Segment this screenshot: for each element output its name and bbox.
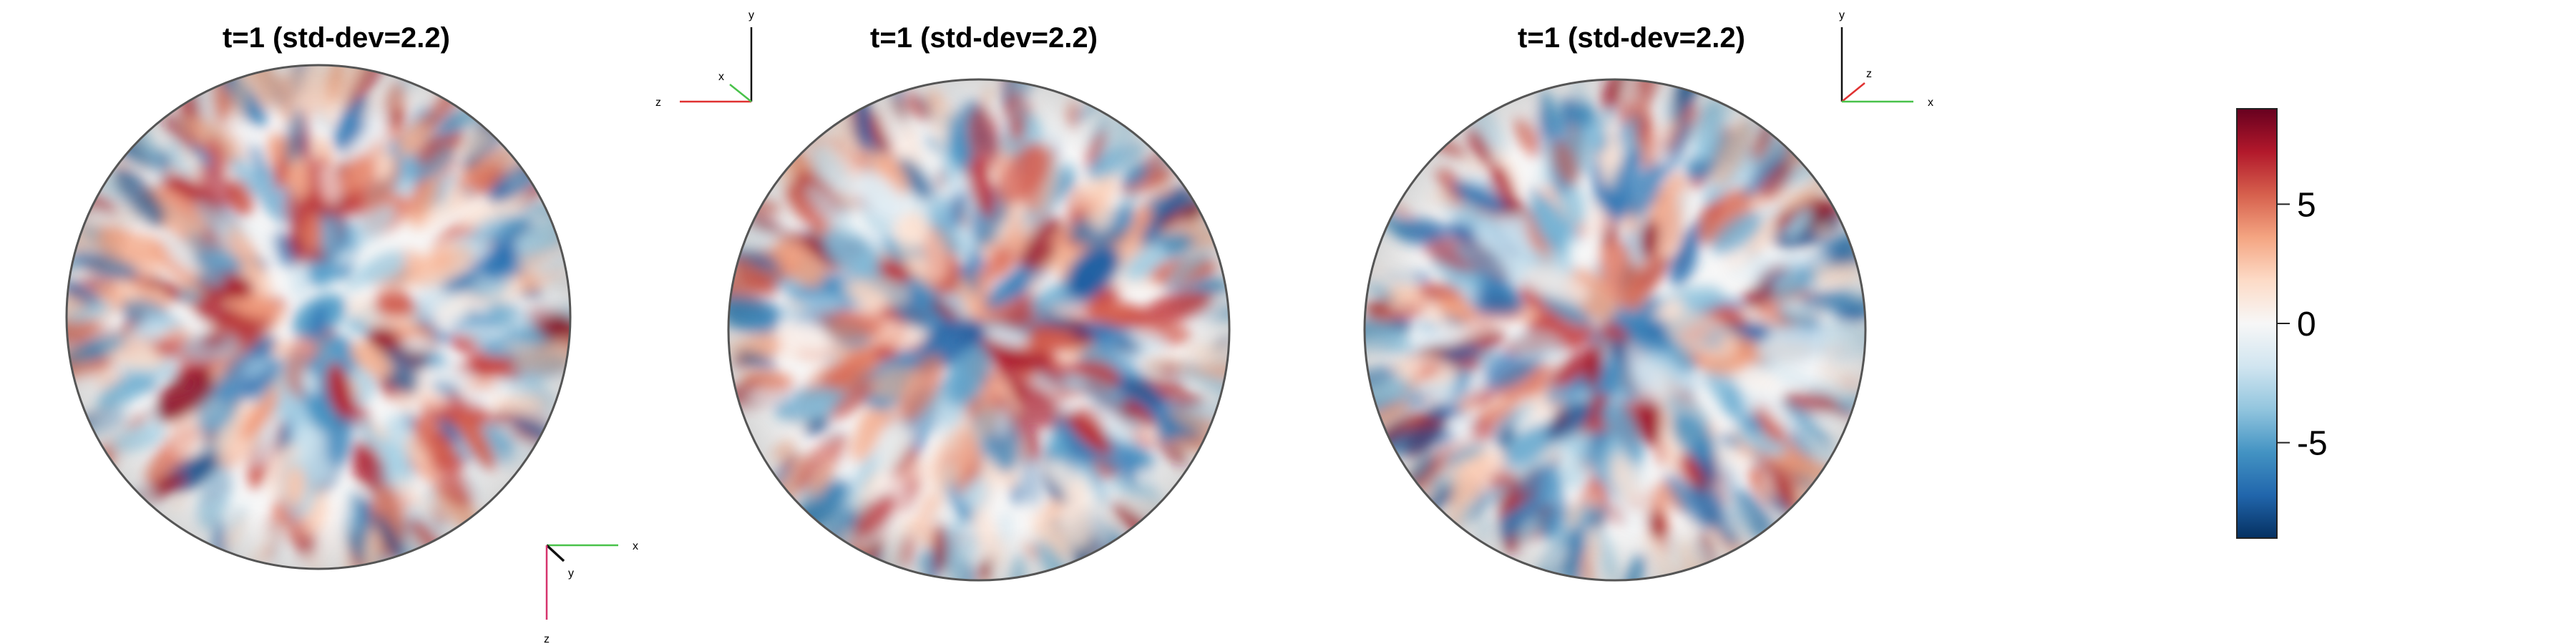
panel-3-axis-x: x <box>1928 97 1933 109</box>
panel-2-axis-z: z <box>655 97 661 109</box>
panel-2-sphere <box>727 78 1231 582</box>
panel-2-axis-triad: y z x <box>655 9 754 109</box>
panel-1-axis-y: y <box>568 567 574 580</box>
panel-2-title: t=1 (std-dev=2.2) <box>870 22 1098 54</box>
panel-1-title: t=1 (std-dev=2.2) <box>223 22 450 54</box>
panel-1-axis-z: z <box>544 633 550 644</box>
panel-3-axis-triad: y z x <box>1839 9 1933 109</box>
colorbar-tick-label: 5 <box>2297 186 2316 224</box>
panel-3: t=1 (std-dev=2.2) y z x <box>1363 9 1933 582</box>
panel-1-sphere <box>65 64 572 570</box>
panel-2: t=1 (std-dev=2.2) y z x <box>655 9 1231 582</box>
panel-3-sphere <box>1363 78 1867 582</box>
colorbar-tick-label: 0 <box>2297 306 2316 343</box>
colorbar-tick-label: -5 <box>2297 425 2328 463</box>
panel-1-axis-triad: x y z <box>544 540 638 644</box>
panel-2-axis-y: y <box>748 9 754 21</box>
panel-1: t=1 (std-dev=2.2) x y z <box>65 22 638 644</box>
panel-3-axis-y: y <box>1839 9 1845 21</box>
panel-1-axis-x: x <box>633 540 638 552</box>
panel-3-title: t=1 (std-dev=2.2) <box>1518 22 1745 54</box>
panel-2-axis-x: x <box>718 71 724 83</box>
colorbar: 5 0 -5 <box>2236 108 2328 539</box>
colorbar-gradient <box>2236 108 2278 539</box>
panel-3-axis-z: z <box>1866 68 1872 80</box>
